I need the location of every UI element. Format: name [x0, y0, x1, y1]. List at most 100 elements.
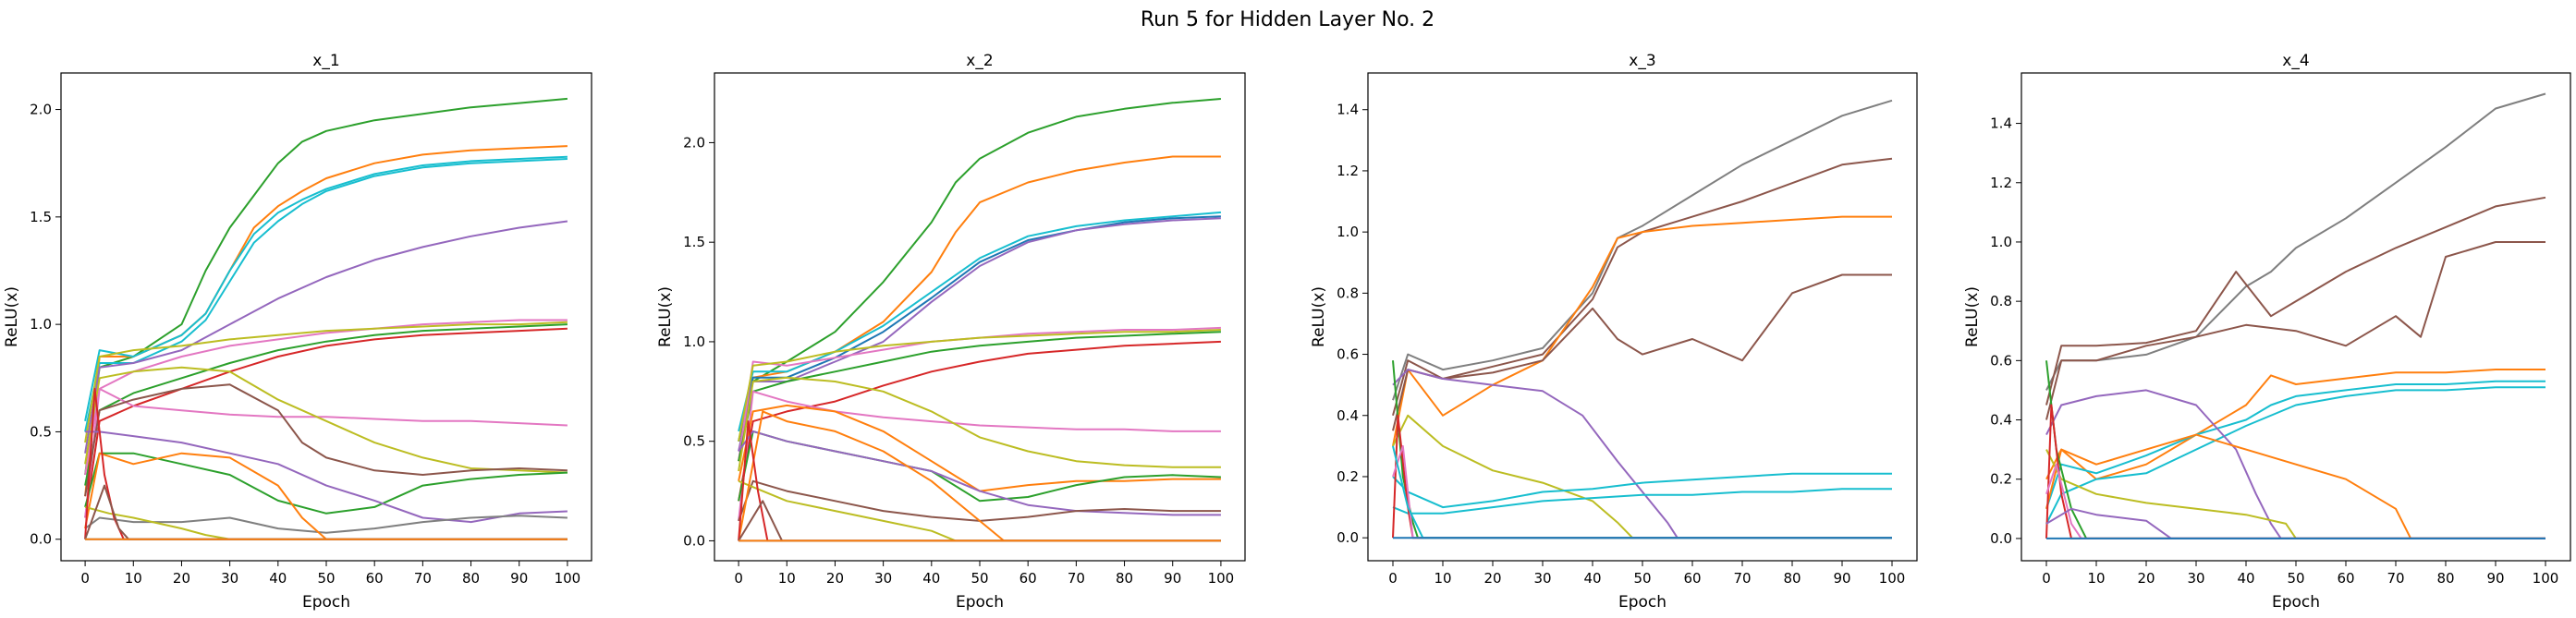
- series-line-15: [738, 479, 1221, 522]
- x-tick-label: 60: [1019, 570, 1037, 587]
- x-tick-label: 60: [1683, 570, 1701, 587]
- y-tick-label: 1.2: [1990, 175, 2012, 191]
- x-tick-label: 10: [2087, 570, 2105, 587]
- series-line-2: [1392, 157, 1893, 417]
- x-tick-label: 0: [1388, 570, 1398, 587]
- x-tick-label: 80: [1783, 570, 1801, 587]
- x-tick-label: 70: [1733, 570, 1751, 587]
- y-tick-label: 0.5: [30, 423, 52, 440]
- y-tick-label: 0.0: [30, 531, 52, 548]
- series-line-9: [84, 327, 568, 518]
- series-line-4: [1392, 273, 1892, 431]
- y-tick-label: 0.2: [1990, 471, 2012, 488]
- series-group: [1392, 99, 1893, 539]
- x-axis-label: Epoch: [956, 593, 1004, 612]
- subplot-x-2: 0 10 20 30 40 50 60 70 80 90 100 0.0 0.5 1.0 1.5 2.0 x_2…: [656, 52, 1246, 612]
- y-tick-label: 0.4: [1337, 407, 1359, 424]
- x-tick-label: 90: [2486, 570, 2504, 587]
- series-line-6: [2045, 386, 2545, 525]
- series-line-17: [738, 410, 1221, 542]
- series-line-18: [738, 420, 1221, 542]
- series-group: [738, 98, 1221, 542]
- series-line-7: [1392, 472, 1892, 509]
- y-tick-label: 0.6: [1990, 352, 2012, 369]
- series-line-6: [738, 326, 1221, 462]
- series-line-6: [1392, 414, 1892, 539]
- x-tick-label: 0: [2042, 570, 2051, 587]
- series-line-2: [738, 155, 1221, 462]
- series-line-12: [738, 404, 1221, 492]
- series-group: [84, 97, 568, 540]
- y-axis-label: ReLU(x): [1310, 286, 1328, 347]
- y-tick-label: 0.2: [1337, 468, 1359, 485]
- series-line-16: [84, 452, 568, 540]
- subplot-x-4: 0 10 20 30 40 50 60 70 80 90 100 0.0 0.2 0.4 0.6 0.8 1.0…: [1963, 52, 2571, 612]
- y-axis-label: ReLU(x): [656, 286, 675, 347]
- series-line-11: [738, 376, 1221, 472]
- axes-frame: [1367, 72, 1918, 562]
- x-tick-label: 50: [1633, 570, 1651, 587]
- subplot-title: x_3: [1629, 52, 1655, 70]
- series-line-6: [84, 319, 568, 476]
- series-line-5: [2045, 380, 2545, 510]
- x-tick-label: 0: [80, 570, 90, 587]
- x-tick-label: 80: [462, 570, 480, 587]
- subplot-title: x_1: [312, 52, 339, 70]
- y-tick-label: 0.5: [683, 433, 705, 450]
- x-tick-label: 80: [2436, 570, 2454, 587]
- x-tick-label: 100: [1879, 570, 1906, 587]
- x-tick-label: 40: [1583, 570, 1601, 587]
- series-line-9: [2045, 449, 2545, 539]
- axes-frame: [60, 72, 592, 562]
- series-line-13: [2045, 507, 2545, 539]
- x-axis-label: Epoch: [302, 593, 350, 612]
- x-tick-label: 20: [173, 570, 190, 587]
- x-tick-label: 10: [1434, 570, 1451, 587]
- x-tick-label: 90: [1833, 570, 1850, 587]
- series-line-7: [738, 329, 1221, 442]
- series-line-1: [2045, 92, 2546, 391]
- y-tick-label: 0.0: [1337, 529, 1359, 546]
- series-line-3: [2045, 241, 2545, 420]
- x-tick-label: 20: [1483, 570, 1501, 587]
- y-tick-label: 2.0: [30, 102, 52, 118]
- x-tick-label: 30: [874, 570, 892, 587]
- y-tick-label: 0.0: [683, 532, 705, 549]
- y-tick-label: 0.0: [1990, 530, 2012, 547]
- x-tick-label: 100: [1208, 570, 1235, 587]
- x-tick-label: 60: [2337, 570, 2354, 587]
- y-tick-label: 0.4: [1990, 412, 2012, 429]
- x-tick-label: 90: [510, 570, 528, 587]
- x-tick-label: 80: [1116, 570, 1133, 587]
- series-line-10: [1392, 414, 1892, 539]
- series-line-10: [2045, 360, 2545, 539]
- series-line-19: [84, 484, 568, 540]
- x-tick-label: 10: [778, 570, 796, 587]
- y-tick-label: 1.0: [683, 333, 705, 350]
- series-line-15: [84, 515, 568, 534]
- y-tick-label: 2.0: [683, 134, 705, 151]
- x-tick-label: 20: [2137, 570, 2155, 587]
- x-tick-label: 70: [1068, 570, 1085, 587]
- series-line-3: [1392, 215, 1892, 447]
- y-tick-label: 1.0: [30, 316, 52, 333]
- subplot-title: x_4: [2282, 52, 2309, 70]
- x-axis-label: Epoch: [2272, 593, 2320, 612]
- x-axis-label: Epoch: [1618, 593, 1666, 612]
- series-line-9: [738, 340, 1221, 502]
- series-line-14: [85, 430, 568, 524]
- x-tick-label: 50: [971, 570, 988, 587]
- series-line-5: [84, 220, 568, 454]
- series-line-14: [738, 430, 1221, 516]
- x-tick-label: 100: [2533, 570, 2559, 587]
- series-line-7: [84, 321, 568, 443]
- series-line-11: [84, 366, 568, 474]
- y-tick-label: 1.5: [683, 234, 705, 250]
- x-tick-label: 100: [555, 570, 581, 587]
- series-line-1: [84, 97, 568, 476]
- subplot-x-1: 0 10 20 30 40 50 60 70 80 90 100 0.0 0.5 1.0 1.5 2.0 x_1…: [3, 52, 592, 612]
- y-tick-label: 1.5: [30, 209, 52, 225]
- x-tick-label: 70: [414, 570, 432, 587]
